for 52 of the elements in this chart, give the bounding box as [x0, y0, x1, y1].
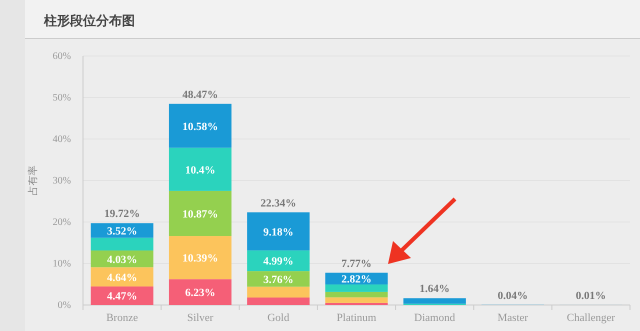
data-label: 4.03% — [106, 254, 138, 266]
data-label: 4.47% — [106, 290, 138, 303]
bar — [325, 284, 388, 292]
bar — [247, 298, 310, 305]
y-tick-label: 10% — [52, 258, 71, 270]
y-tick-label: 30% — [52, 176, 71, 187]
total-label: 48.47% — [182, 88, 218, 101]
y-axis-title: 占有率 — [27, 166, 39, 196]
bar — [403, 298, 466, 304]
data-label: 2.82% — [341, 274, 372, 286]
x-tick-label: Master — [498, 312, 528, 324]
x-tick-label: Bronze — [106, 312, 138, 324]
data-label: 3.52% — [106, 225, 138, 238]
total-label: 0.04% — [498, 290, 528, 302]
total-label: 0.01% — [576, 290, 606, 302]
bar — [168, 236, 232, 280]
y-tick-label: 0% — [58, 300, 71, 312]
total-label: 19.72% — [104, 208, 140, 220]
x-tick-label: Diamond — [414, 312, 456, 324]
data-label: 10.39% — [182, 252, 218, 265]
bar — [90, 238, 154, 250]
bar — [247, 212, 310, 250]
data-label: 10.58% — [182, 120, 218, 133]
data-label: 4.64% — [106, 272, 138, 284]
y-tick-label: 60% — [52, 51, 71, 62]
y-tick-label: 50% — [52, 92, 71, 104]
data-label: 10.4% — [185, 164, 216, 176]
y-tick-label: 20% — [52, 217, 71, 228]
bar — [325, 292, 388, 298]
bar — [90, 223, 154, 238]
bar — [168, 279, 232, 305]
x-tick-label: Challenger — [566, 312, 616, 324]
total-label: 7.77% — [341, 258, 372, 270]
y-tick-label: 40% — [52, 134, 71, 146]
data-label: 10.87% — [182, 208, 218, 220]
data-label: 3.76% — [263, 274, 294, 286]
total-label: 22.34% — [260, 197, 296, 210]
bar — [168, 190, 232, 236]
bar — [247, 286, 310, 298]
bar — [90, 286, 154, 305]
bar — [168, 148, 232, 191]
x-tick-label: Silver — [187, 312, 214, 324]
bar — [168, 104, 232, 148]
bar — [325, 297, 388, 303]
data-label: 4.99% — [263, 256, 294, 268]
bar — [90, 267, 154, 286]
x-tick-label: Platinum — [336, 312, 377, 324]
chart-title: 柱形段位分布图 — [43, 14, 135, 29]
data-label: 6.23% — [185, 287, 216, 300]
data-label: 9.18% — [263, 226, 294, 238]
total-label: 1.64% — [420, 283, 450, 296]
x-tick-label: Gold — [267, 312, 290, 324]
